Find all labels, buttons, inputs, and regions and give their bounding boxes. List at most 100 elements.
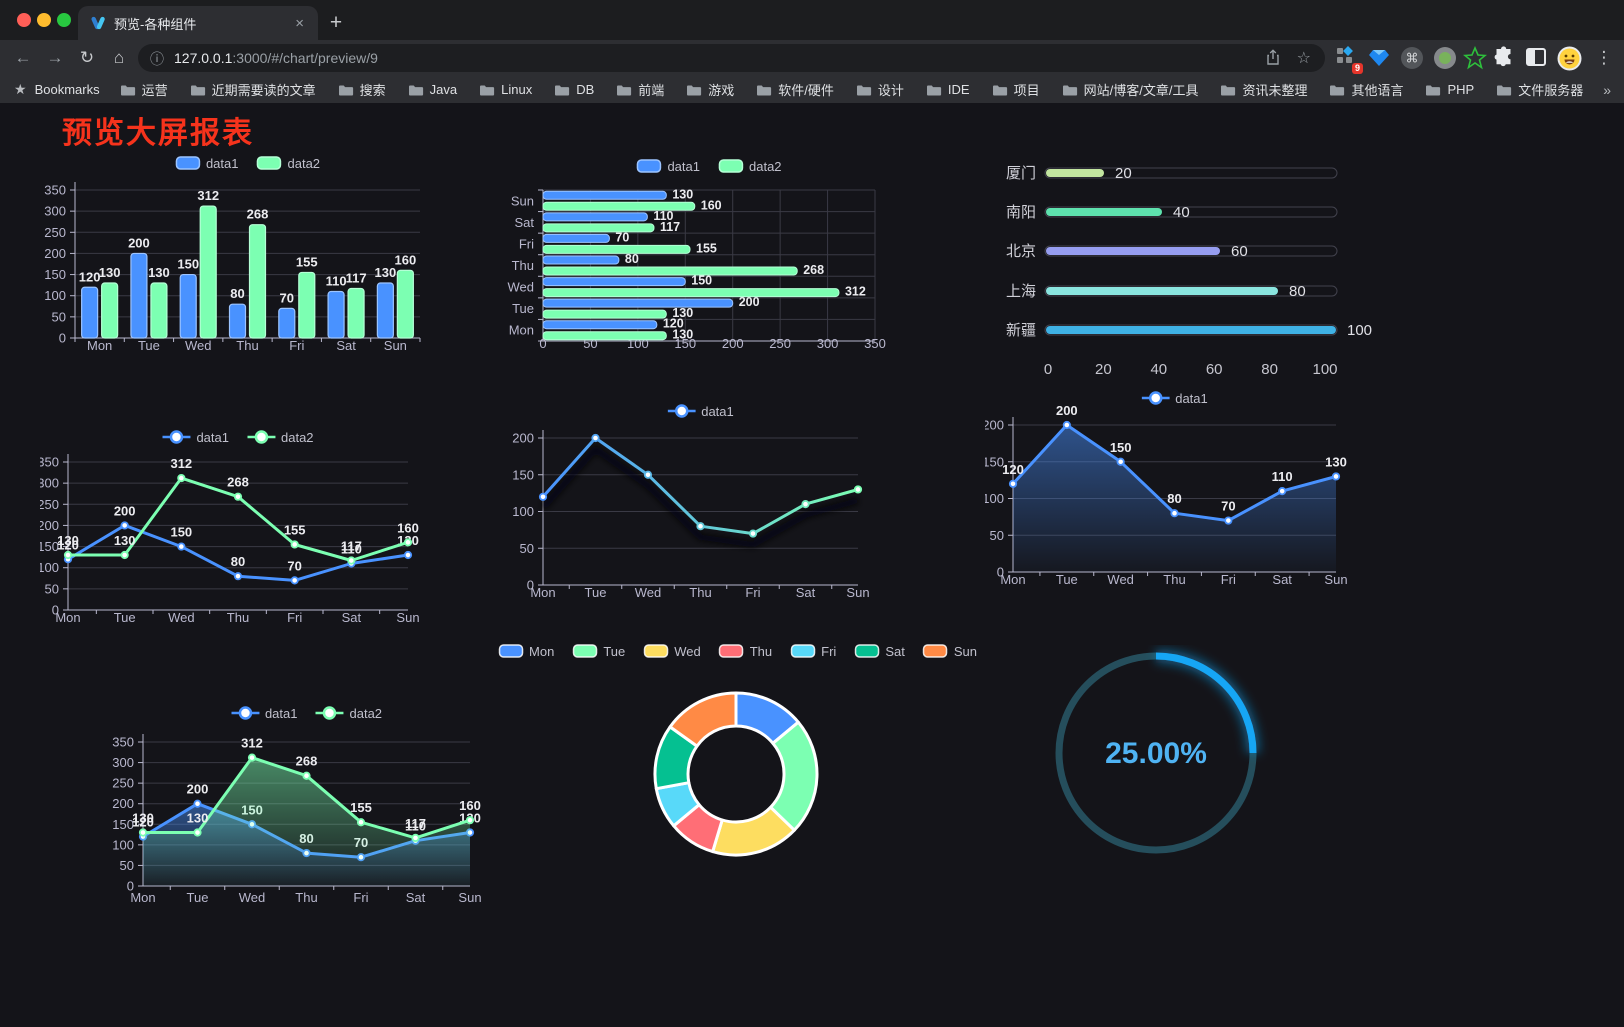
extension-star-icon[interactable] bbox=[1462, 45, 1488, 70]
svg-text:200: 200 bbox=[128, 235, 150, 250]
bookmark-folder-0[interactable]: 运营 bbox=[120, 80, 168, 99]
bookmark-folder-3[interactable]: Java bbox=[408, 82, 457, 97]
svg-text:120: 120 bbox=[132, 815, 154, 830]
legend-item-data1[interactable]: data1 bbox=[162, 430, 229, 445]
bookmark-folder-9[interactable]: 设计 bbox=[856, 80, 904, 99]
bookmark-folder-14[interactable]: 其他语言 bbox=[1329, 80, 1403, 99]
legend-line-icon bbox=[247, 430, 275, 444]
svg-text:Fri: Fri bbox=[745, 585, 760, 600]
legend-item-data1[interactable]: data1 bbox=[175, 156, 239, 171]
tab-close-icon[interactable]: × bbox=[295, 14, 304, 32]
svg-text:150: 150 bbox=[40, 539, 59, 554]
chart-canvas[interactable]: 0 50 100 150 200 Mon Tue Wed Thu Fri Sat Sun 120 200 1… bbox=[985, 388, 1377, 600]
legend-line-icon bbox=[667, 404, 696, 418]
svg-text:150: 150 bbox=[674, 336, 696, 351]
browser-menu-icon[interactable]: ⋮ bbox=[1595, 48, 1613, 67]
svg-text:Sun: Sun bbox=[396, 610, 419, 625]
url-text[interactable]: 127.0.0.1:3000/#/chart/preview/9 bbox=[174, 50, 378, 66]
legend-item-Tue[interactable]: Tue bbox=[572, 644, 625, 659]
bookmark-folder-7[interactable]: 游戏 bbox=[686, 80, 734, 99]
home-button[interactable]: ⌂ bbox=[113, 48, 125, 67]
bookmark-folder-label: 运营 bbox=[141, 83, 168, 98]
svg-text:120: 120 bbox=[57, 537, 79, 552]
bookmark-folder-8[interactable]: 软件/硬件 bbox=[756, 80, 834, 99]
forward-button[interactable]: → bbox=[46, 48, 64, 67]
svg-text:250: 250 bbox=[44, 225, 66, 240]
chart-canvas[interactable] bbox=[545, 636, 930, 886]
bookmark-folder-15[interactable]: PHP bbox=[1425, 82, 1474, 97]
address-bar[interactable]: ⓘ 127.0.0.1:3000/#/chart/preview/9 ☆ bbox=[138, 44, 1325, 72]
svg-text:160: 160 bbox=[459, 798, 481, 813]
legend-label: data1 bbox=[701, 403, 734, 419]
back-button[interactable]: ← bbox=[14, 48, 32, 67]
bookmark-folder-label: PHP bbox=[1447, 82, 1475, 97]
svg-text:70: 70 bbox=[287, 558, 301, 573]
legend-item-data1[interactable]: data1 bbox=[230, 706, 298, 721]
legend-item-Mon[interactable]: Mon bbox=[498, 644, 554, 659]
chart-canvas[interactable]: 25.00% bbox=[1045, 645, 1270, 865]
legend-item-Thu[interactable]: Thu bbox=[718, 644, 772, 659]
bookmark-folder-13[interactable]: 资讯未整理 bbox=[1220, 80, 1307, 99]
share-icon[interactable] bbox=[1265, 49, 1281, 71]
folder-icon bbox=[338, 85, 353, 95]
bookmark-folder-6[interactable]: 前端 bbox=[616, 80, 664, 99]
svg-text:Thu: Thu bbox=[1163, 572, 1185, 587]
svg-text:200: 200 bbox=[187, 782, 209, 797]
bookmark-folder-16[interactable]: 文件服务器 bbox=[1496, 80, 1583, 99]
legend-item-data1[interactable]: data1 bbox=[667, 404, 734, 419]
svg-text:Mon: Mon bbox=[509, 323, 534, 338]
svg-text:50: 50 bbox=[52, 309, 66, 324]
legend-item-Sat[interactable]: Sat bbox=[854, 644, 905, 659]
legend-item-data2[interactable]: data2 bbox=[315, 706, 382, 721]
legend-item-data2[interactable]: data2 bbox=[718, 159, 782, 174]
window-maximize-button[interactable] bbox=[57, 13, 71, 27]
bookmarks-overflow-chevron[interactable]: » bbox=[1603, 81, 1612, 98]
bookmark-folder-1[interactable]: 近期需要读的文章 bbox=[190, 80, 316, 99]
bookmarks-label[interactable]: Bookmarks bbox=[34, 82, 100, 97]
bookmark-folder-4[interactable]: Linux bbox=[479, 82, 532, 97]
svg-text:Wed: Wed bbox=[1107, 572, 1134, 587]
extension-command-icon[interactable]: ⌘ bbox=[1400, 46, 1424, 70]
url-host: 127.0.0.1 bbox=[174, 50, 233, 66]
legend-item-data1[interactable]: data1 bbox=[636, 159, 700, 174]
chart-canvas[interactable]: 0 50 100 150 200 Mon Tue Wed Thu Fri Sat Sun bbox=[505, 400, 895, 612]
extension-gem-icon[interactable] bbox=[1368, 46, 1392, 70]
donut-slice-Sun[interactable] bbox=[668, 691, 738, 748]
site-info-icon[interactable]: ⓘ bbox=[150, 51, 164, 67]
new-tab-button[interactable]: + bbox=[329, 11, 343, 34]
bookmarks-star-icon[interactable]: ★ bbox=[14, 81, 27, 97]
bookmark-folder-12[interactable]: 网站/博客/文章/工具 bbox=[1062, 80, 1198, 99]
window-close-button[interactable] bbox=[17, 13, 31, 27]
svg-text:117: 117 bbox=[346, 271, 367, 286]
avatar[interactable] bbox=[1557, 46, 1582, 71]
legend-swatch-icon bbox=[643, 644, 668, 658]
bookmark-folder-2[interactable]: 搜索 bbox=[338, 80, 386, 99]
svg-text:100: 100 bbox=[985, 491, 1004, 506]
extension-grid-icon[interactable]: 9 bbox=[1335, 46, 1363, 74]
chart-canvas[interactable]: 厦门 20 南阳 40 北京 60 上海 80 新疆 100 0 20 40 60 80 100 bbox=[990, 150, 1382, 390]
extensions-puzzle-icon[interactable] bbox=[1493, 46, 1517, 70]
legend-item-data1[interactable]: data1 bbox=[1141, 391, 1208, 406]
extension-record-icon[interactable] bbox=[1433, 46, 1457, 70]
reload-button[interactable]: ↻ bbox=[79, 48, 95, 67]
legend-item-Fri[interactable]: Fri bbox=[790, 644, 836, 659]
bookmark-folder-5[interactable]: DB bbox=[554, 82, 594, 97]
svg-text:150: 150 bbox=[691, 274, 712, 288]
browser-tab[interactable]: 预览-各种组件 × bbox=[78, 6, 318, 40]
bookmark-star-icon[interactable]: ☆ bbox=[1296, 50, 1311, 67]
legend-item-data2[interactable]: data2 bbox=[247, 430, 314, 445]
svg-text:0: 0 bbox=[1044, 361, 1052, 378]
legend-item-Wed[interactable]: Wed bbox=[643, 644, 701, 659]
svg-text:120: 120 bbox=[79, 269, 101, 284]
bookmark-folder-10[interactable]: IDE bbox=[926, 82, 970, 97]
side-panel-icon[interactable] bbox=[1525, 46, 1549, 70]
legend-item-Sun[interactable]: Sun bbox=[923, 644, 977, 659]
legend-item-data2[interactable]: data2 bbox=[256, 156, 320, 171]
window-minimize-button[interactable] bbox=[37, 13, 51, 27]
bookmark-folder-11[interactable]: 项目 bbox=[992, 80, 1040, 99]
